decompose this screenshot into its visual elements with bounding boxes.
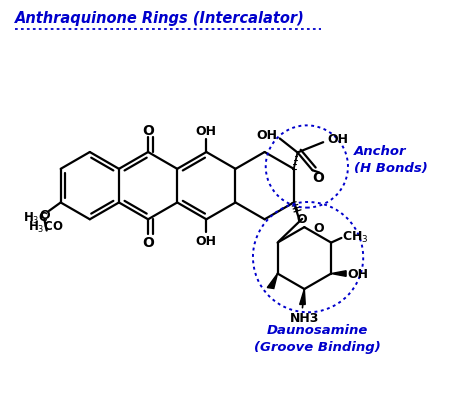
Text: O: O [312,171,324,184]
Text: Anchor
(H Bonds): Anchor (H Bonds) [354,145,428,175]
Text: O: O [142,123,154,137]
Text: NH3: NH3 [290,311,319,324]
Text: O: O [39,209,50,222]
Text: OH: OH [256,129,277,142]
Text: CH$_3$: CH$_3$ [342,229,369,244]
Text: H$_3$C: H$_3$C [23,210,49,226]
Text: O: O [313,222,324,235]
Text: Anthraquinone Rings (Intercalator): Anthraquinone Rings (Intercalator) [15,11,305,26]
Text: O: O [297,213,308,226]
Text: OH: OH [196,235,217,248]
Polygon shape [331,271,346,277]
Text: Daunosamine
(Groove Binding): Daunosamine (Groove Binding) [254,323,381,353]
Text: H$_3$CO: H$_3$CO [27,220,63,235]
Text: O: O [142,235,154,249]
Polygon shape [267,274,278,289]
Polygon shape [300,289,305,305]
Text: OH: OH [328,132,349,145]
Text: OH: OH [348,267,369,280]
Text: OH: OH [196,125,217,138]
